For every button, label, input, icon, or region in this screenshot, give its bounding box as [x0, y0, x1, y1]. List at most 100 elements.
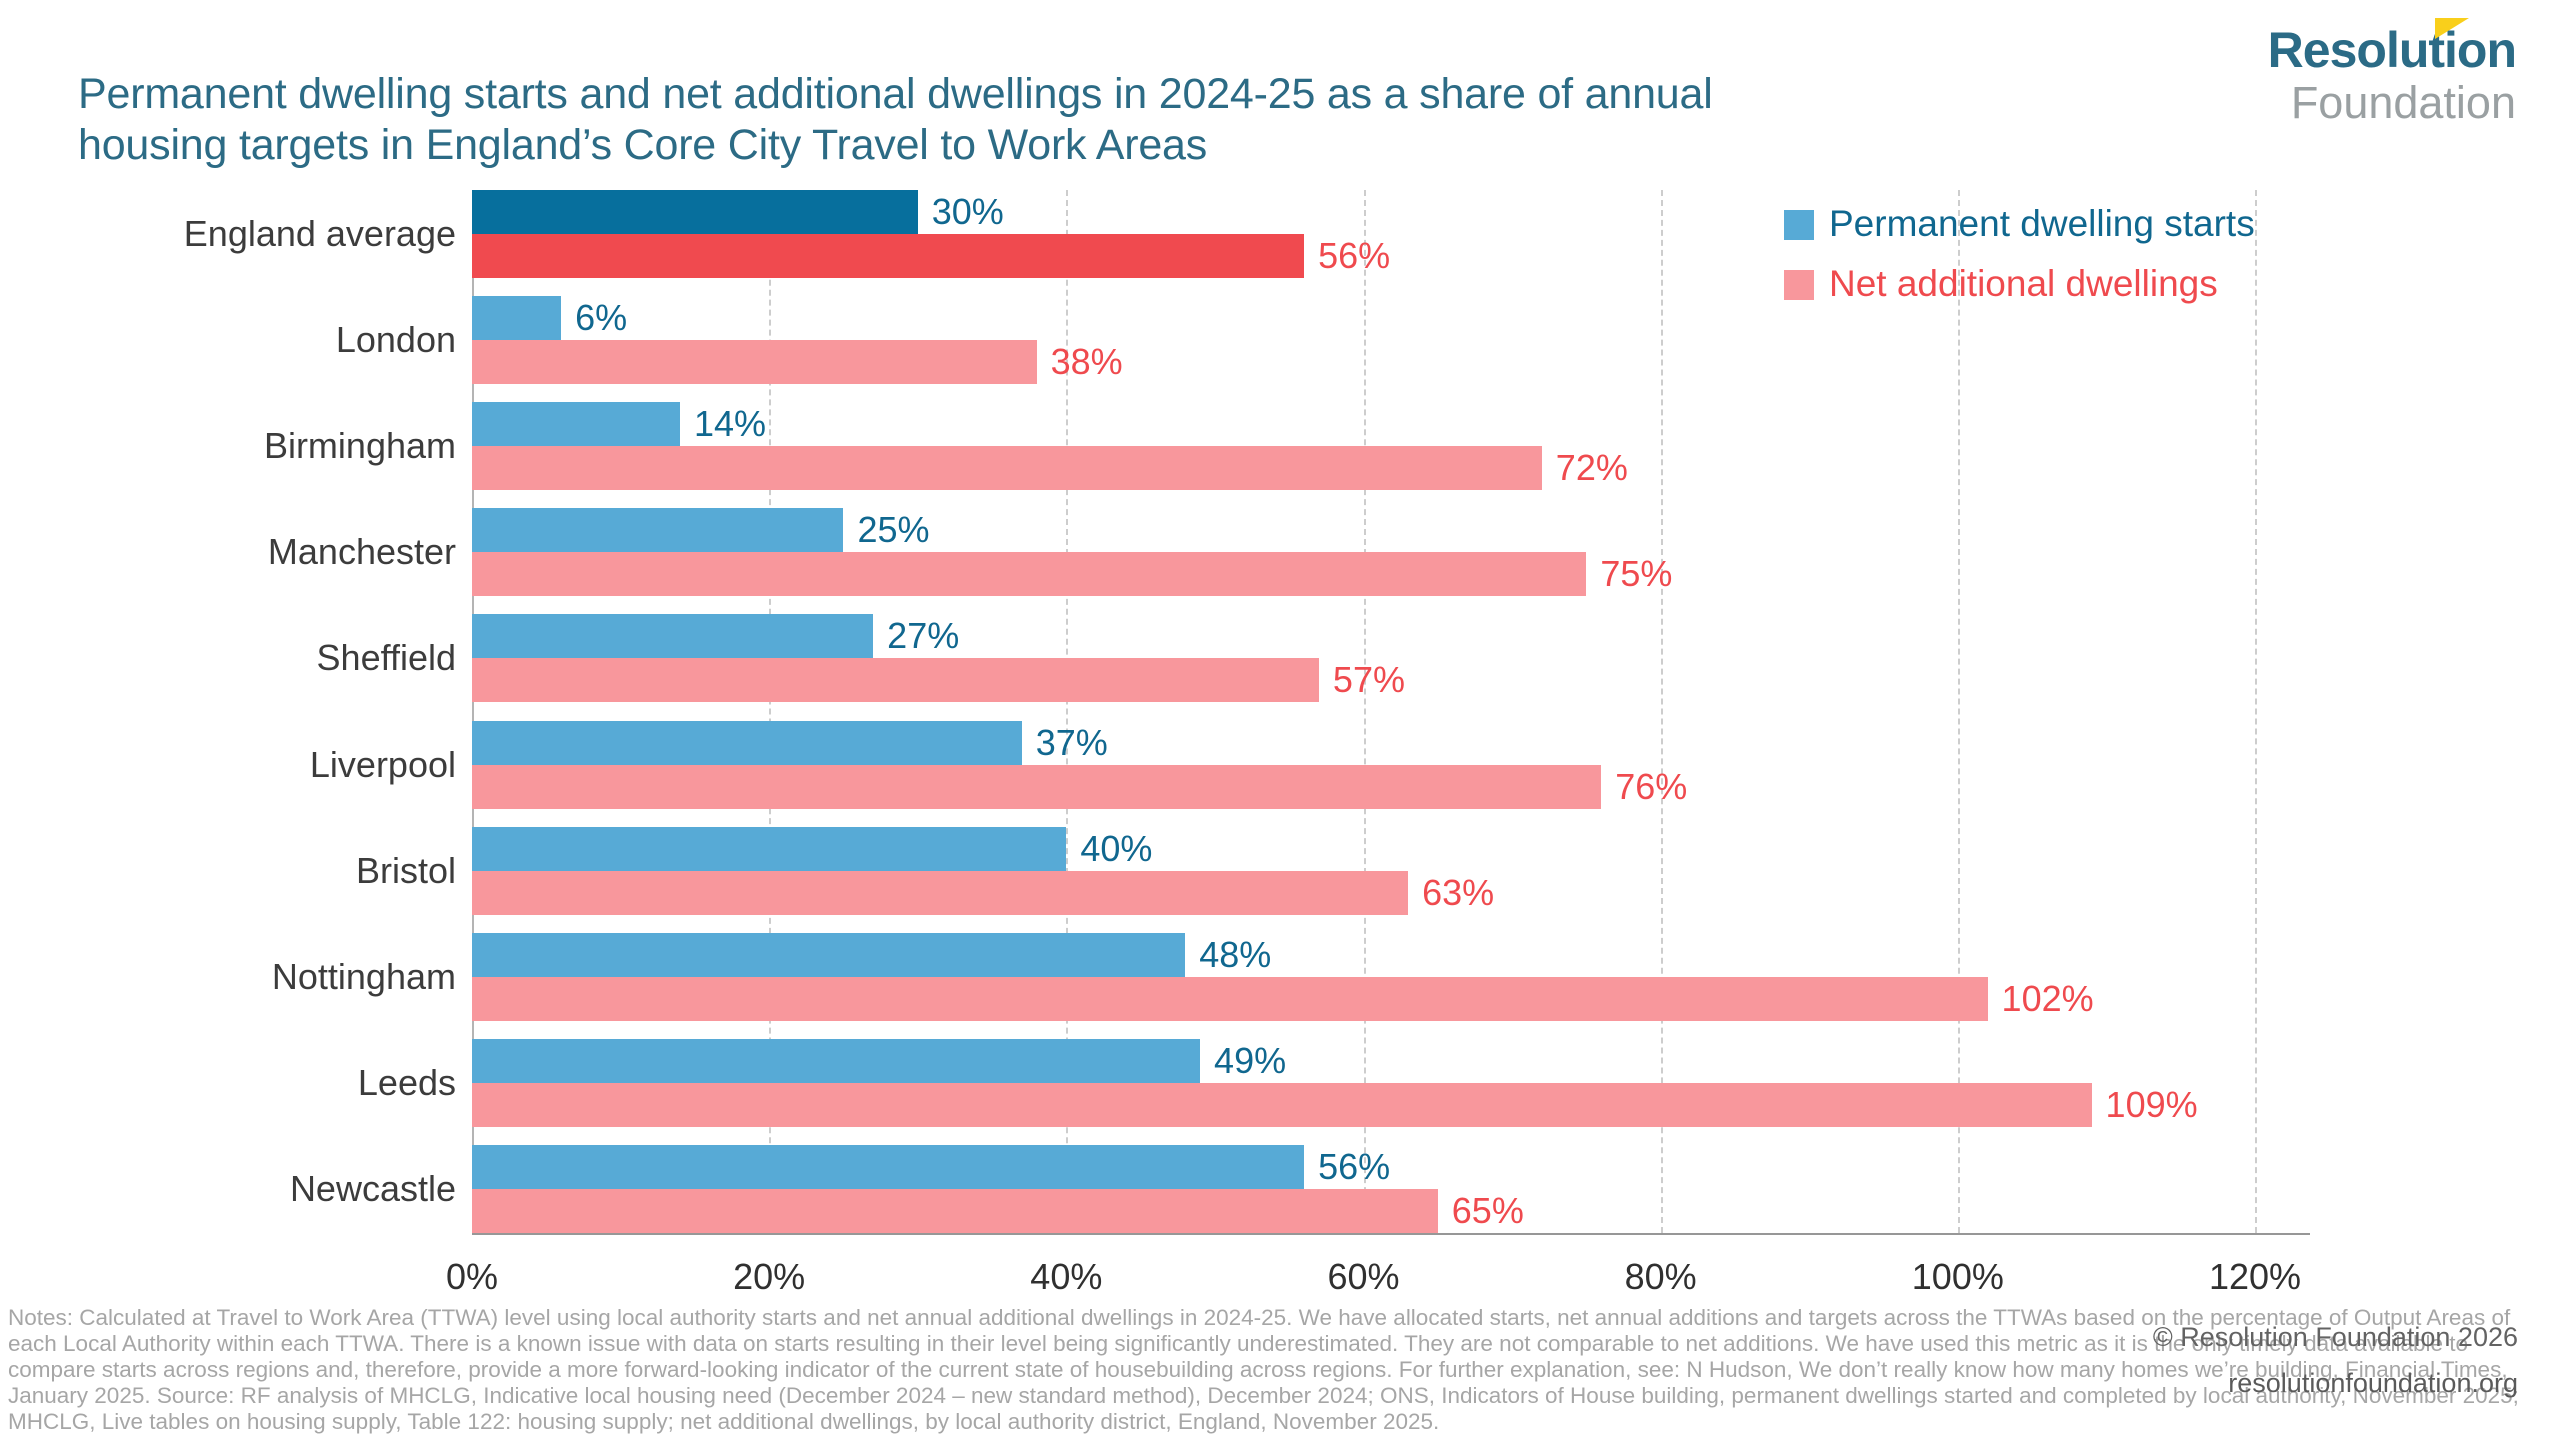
bar-permanent-dwelling-starts: 14% — [472, 402, 766, 447]
chart-row-nottingham: Nottingham 48% 102% — [80, 932, 2310, 1021]
bar-value-label: 49% — [1214, 1039, 1287, 1081]
category-label-birmingham: Birmingham — [263, 425, 456, 467]
bar-permanent-dwelling-starts: 56% — [472, 1144, 1390, 1189]
x-axis-tick-label-0-: 0% — [445, 1256, 499, 1297]
category-label-sheffield: Sheffield — [316, 637, 456, 679]
bar-value-label: 48% — [1199, 933, 1272, 975]
bar-value-label: 102% — [2001, 977, 2094, 1019]
page-title: Permanent dwelling starts and net additi… — [78, 69, 1713, 172]
bar-permanent-dwelling-starts: 40% — [472, 826, 1152, 871]
gridline-0- — [472, 190, 474, 1233]
bar-value-label: 75% — [1600, 553, 1673, 595]
legend-label-net: Net additional dwellings — [1829, 263, 2218, 305]
logo-flag-icon — [2435, 18, 2469, 39]
notes-text: Notes: Calculated at Travel to Work Area… — [8, 1305, 2519, 1434]
legend-item-starts: Permanent dwelling starts — [1784, 202, 2255, 246]
logo-wordmark-resolution: Resolution — [2268, 18, 2517, 77]
chart-row-manchester: Manchester 25% 75% — [80, 508, 2310, 597]
bar-permanent-dwelling-starts: 48% — [472, 932, 1271, 977]
gridline-20- — [769, 190, 772, 1233]
website-text: resolutionfoundation.org — [2228, 1368, 2518, 1398]
page-title-line-2: housing targets in England’s Core City T… — [78, 121, 1208, 170]
bar-value-label: 57% — [1332, 659, 1405, 701]
category-label-london: London — [335, 319, 456, 361]
bar-permanent-dwelling-starts: 37% — [472, 720, 1108, 765]
bar-net-additional-dwellings: 63% — [472, 870, 1494, 915]
category-label-nottingham: Nottingham — [271, 955, 456, 997]
plot-area — [472, 190, 2310, 1235]
bar-permanent-dwelling-starts: 49% — [472, 1038, 1286, 1083]
chart-row-england-average: England average 30% 56% — [80, 190, 2310, 278]
category-label-leeds: Leeds — [357, 1061, 456, 1103]
logo-wordmark-foundation: Foundation — [2290, 76, 2516, 128]
bar-pair: 48% 102% — [472, 932, 2310, 1021]
bar-value-label: 72% — [1555, 447, 1628, 489]
chart-row-birmingham: Birmingham 14% 72% — [80, 402, 2310, 491]
x-axis-tick-label-80-: 80% — [1624, 1256, 1697, 1297]
bar-permanent-dwelling-starts: 25% — [472, 508, 930, 553]
legend-swatch-net-icon — [1784, 270, 1814, 301]
bar-value-label: 65% — [1451, 1189, 1524, 1231]
category-label-newcastle: Newcastle — [289, 1167, 456, 1209]
bar-value-label: 30% — [931, 191, 1004, 232]
x-axis-tick-label-120-: 120% — [2208, 1256, 2302, 1297]
bar-value-label: 56% — [1318, 1145, 1391, 1187]
x-axis-tick-label-40-: 40% — [1030, 1256, 1103, 1297]
chart-row-newcastle: Newcastle 56% 65% — [80, 1144, 2310, 1233]
bar-net-additional-dwellings: 72% — [472, 446, 1628, 491]
x-axis-tick-label-100-: 100% — [1911, 1256, 2004, 1297]
chart-row-london: London 6% 38% — [80, 296, 2310, 385]
category-label-liverpool: Liverpool — [309, 743, 456, 785]
bar-net-additional-dwellings: 57% — [472, 658, 1405, 703]
bar-net-additional-dwellings: 56% — [472, 234, 1390, 278]
gridline-120- — [2255, 190, 2257, 1233]
bar-value-label: 40% — [1080, 827, 1153, 869]
bar-pair: 27% 57% — [472, 614, 2310, 703]
bar-value-label: 109% — [2105, 1083, 2198, 1125]
bar-net-additional-dwellings: 38% — [472, 340, 1123, 385]
legend-item-net: Net additional dwellings — [1784, 262, 2255, 306]
bar-pair: 40% 63% — [472, 826, 2310, 915]
bar-value-label: 27% — [887, 615, 960, 657]
category-label-manchester: Manchester — [267, 531, 456, 573]
gridline-40- — [1066, 190, 1069, 1233]
gridline-60- — [1363, 190, 1366, 1233]
bar-pair: 25% 75% — [472, 508, 2310, 597]
chart-row-liverpool: Liverpool 37% 76% — [80, 720, 2310, 809]
bar-pair: 37% 76% — [472, 720, 2310, 809]
gridline-80- — [1660, 190, 1663, 1233]
bar-value-label: 37% — [1035, 721, 1108, 763]
bar-net-additional-dwellings: 75% — [472, 552, 1672, 597]
gridline-100- — [1957, 190, 1960, 1233]
legend-label-starts: Permanent dwelling starts — [1829, 203, 2255, 244]
resolution-foundation-logo: Resolution Foundation — [2268, 18, 2517, 128]
bar-net-additional-dwellings: 102% — [472, 976, 2094, 1021]
bar-permanent-dwelling-starts: 6% — [472, 296, 627, 341]
bar-value-label: 14% — [694, 403, 767, 445]
chart-row-leeds: Leeds 49% 109% — [80, 1038, 2310, 1127]
x-axis-tick-label-60-: 60% — [1327, 1256, 1400, 1297]
bar-value-label: 38% — [1050, 341, 1123, 383]
bar-permanent-dwelling-starts: 27% — [472, 614, 959, 659]
bar-value-label: 6% — [575, 297, 628, 339]
bar-pair: 49% 109% — [472, 1038, 2310, 1127]
chart-legend: Permanent dwelling starts Net additional… — [1784, 202, 2255, 323]
chart-row-sheffield: Sheffield 27% 57% — [80, 614, 2310, 703]
category-label-england-average: England average — [183, 213, 456, 254]
bar-value-label: 25% — [857, 509, 930, 551]
category-label-bristol: Bristol — [355, 849, 456, 891]
x-axis-tick-label-20-: 20% — [733, 1256, 806, 1297]
copyright-text: © Resolution Foundation 2026 — [2152, 1322, 2518, 1352]
bar-pair: 56% 65% — [472, 1144, 2310, 1233]
bar-pair: 14% 72% — [472, 402, 2310, 491]
bar-net-additional-dwellings: 65% — [472, 1188, 1524, 1233]
bar-pair: 6% 38% — [472, 296, 2310, 385]
legend-swatch-starts-icon — [1784, 210, 1814, 240]
chart-row-bristol: Bristol 40% 63% — [80, 826, 2310, 915]
bar-value-label: 63% — [1422, 871, 1495, 913]
bar-value-label: 56% — [1318, 235, 1391, 276]
bar-value-label: 76% — [1615, 765, 1688, 807]
bar-permanent-dwelling-starts: 30% — [472, 190, 1004, 234]
page-title-line-1: Permanent dwelling starts and net additi… — [78, 69, 1713, 118]
